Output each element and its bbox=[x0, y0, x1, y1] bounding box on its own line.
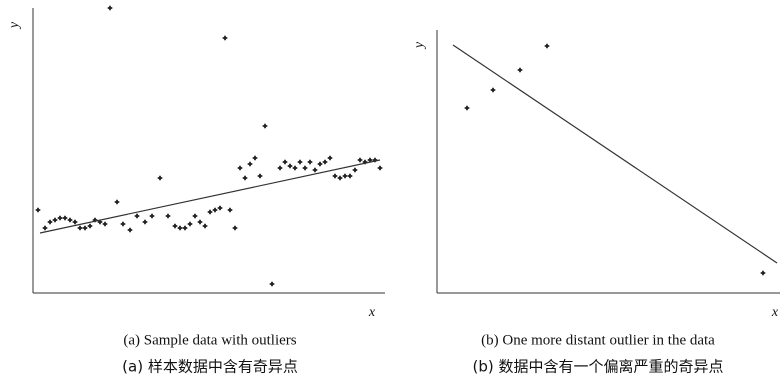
point bbox=[142, 219, 148, 225]
point bbox=[377, 165, 383, 171]
point bbox=[297, 159, 303, 165]
point bbox=[35, 207, 41, 213]
point bbox=[202, 223, 208, 229]
point bbox=[342, 173, 348, 179]
point bbox=[52, 217, 58, 223]
point bbox=[187, 221, 193, 227]
point bbox=[262, 123, 268, 129]
point bbox=[760, 270, 766, 276]
point bbox=[72, 219, 78, 225]
point bbox=[107, 5, 113, 11]
point bbox=[102, 221, 108, 227]
point bbox=[134, 213, 140, 219]
point bbox=[157, 175, 163, 181]
x-axis-label: x bbox=[368, 305, 376, 320]
point bbox=[242, 175, 248, 181]
point bbox=[212, 207, 218, 213]
point bbox=[114, 199, 120, 205]
fit-line bbox=[452, 44, 778, 264]
point bbox=[352, 167, 358, 173]
point bbox=[237, 165, 243, 171]
point bbox=[332, 173, 338, 179]
point bbox=[177, 225, 183, 231]
point bbox=[165, 213, 171, 219]
point bbox=[327, 155, 333, 161]
point bbox=[257, 173, 263, 179]
point bbox=[302, 165, 308, 171]
caption: (b) 数据中含有一个偏离严重的奇异点 bbox=[473, 358, 724, 376]
point bbox=[252, 155, 258, 161]
point bbox=[544, 43, 550, 49]
point bbox=[322, 159, 328, 165]
caption: (a) 样本数据中含有奇异点 bbox=[122, 358, 298, 376]
point bbox=[127, 227, 133, 233]
point bbox=[207, 209, 213, 215]
y-axis-label: y bbox=[7, 21, 22, 30]
point bbox=[67, 217, 73, 223]
fit-line bbox=[39, 159, 381, 234]
point bbox=[282, 159, 288, 165]
point bbox=[47, 219, 53, 225]
point bbox=[312, 167, 318, 173]
y-axis-label: y bbox=[412, 41, 427, 50]
point bbox=[490, 87, 496, 93]
point bbox=[307, 159, 313, 165]
point bbox=[347, 173, 353, 179]
point bbox=[292, 165, 298, 171]
x-axis-label: x bbox=[771, 305, 779, 320]
point bbox=[357, 157, 363, 163]
point bbox=[317, 161, 323, 167]
caption: (b) One more distant outlier in the data bbox=[481, 332, 715, 348]
point bbox=[149, 213, 155, 219]
point bbox=[57, 215, 63, 221]
point bbox=[77, 225, 83, 231]
point bbox=[120, 221, 126, 227]
point bbox=[222, 35, 228, 41]
point bbox=[42, 225, 48, 231]
point bbox=[464, 105, 470, 111]
point bbox=[287, 163, 293, 169]
point bbox=[227, 207, 233, 213]
point bbox=[517, 67, 523, 73]
point bbox=[182, 225, 188, 231]
caption: (a) Sample data with outliers bbox=[123, 332, 296, 348]
point bbox=[172, 223, 178, 229]
point bbox=[82, 225, 88, 231]
point bbox=[217, 205, 223, 211]
point bbox=[247, 161, 253, 167]
point bbox=[277, 165, 283, 171]
point bbox=[269, 281, 275, 287]
point bbox=[87, 223, 93, 229]
point bbox=[62, 215, 68, 221]
point bbox=[197, 219, 203, 225]
point bbox=[367, 157, 373, 163]
point bbox=[232, 225, 238, 231]
point bbox=[337, 175, 343, 181]
point bbox=[192, 213, 198, 219]
